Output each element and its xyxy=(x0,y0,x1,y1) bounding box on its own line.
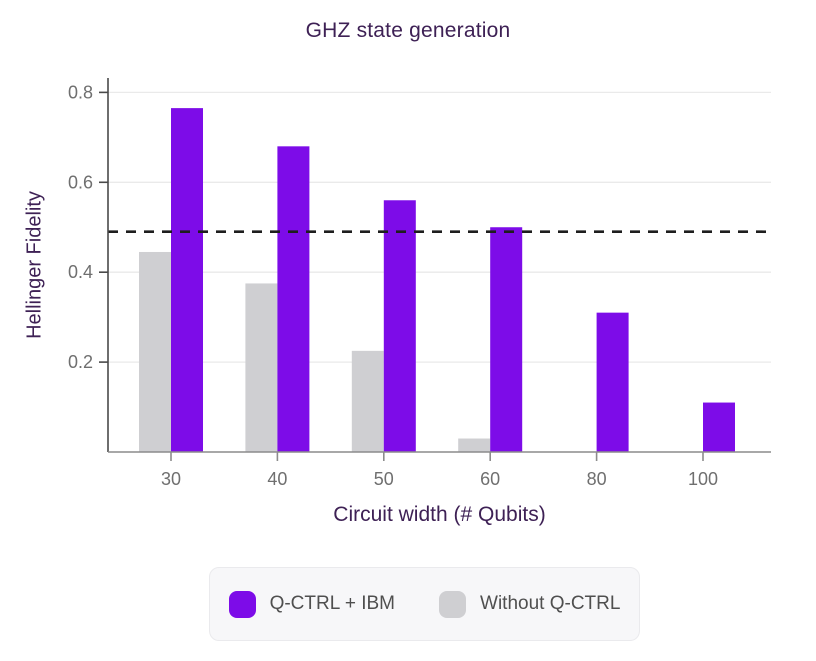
bar-without-qctrl-50 xyxy=(351,350,384,452)
legend-label-without-qctrl: Without Q-CTRL xyxy=(480,593,621,614)
bar-qctrl-ibm-40 xyxy=(277,146,310,453)
legend-item-qctrl-ibm: Q-CTRL + IBM xyxy=(228,590,396,618)
y-tick-label-0.6: 0.6 xyxy=(68,172,93,192)
bar-qctrl-ibm-50 xyxy=(383,200,416,452)
bar-without-qctrl-30 xyxy=(139,251,171,452)
x-tick-label-60: 60 xyxy=(480,469,500,489)
y-tick-label-0.2: 0.2 xyxy=(68,352,93,372)
y-tick-label-0.4: 0.4 xyxy=(68,262,93,282)
y-tick-label-0.8: 0.8 xyxy=(68,82,93,102)
x-axis-title: Circuit width (# Qubits) xyxy=(333,503,546,526)
legend-swatch-without-qctrl-icon xyxy=(439,590,467,618)
bar-qctrl-ibm-60 xyxy=(490,227,523,452)
x-tick-label-30: 30 xyxy=(161,469,181,489)
x-tick-label-100: 100 xyxy=(688,469,718,489)
legend: Q-CTRL + IBM Without Q-CTRL xyxy=(209,567,640,641)
bar-without-qctrl-60 xyxy=(458,438,491,452)
legend-swatch-qctrl-ibm-icon xyxy=(228,590,256,618)
bar-without-qctrl-40 xyxy=(245,283,278,452)
bar-qctrl-ibm-80 xyxy=(596,312,629,452)
x-tick-label-40: 40 xyxy=(267,469,287,489)
bar-qctrl-ibm-30 xyxy=(171,108,203,452)
bar-qctrl-ibm-100 xyxy=(703,402,735,452)
legend-label-qctrl-ibm: Q-CTRL + IBM xyxy=(269,593,396,614)
x-tick-label-50: 50 xyxy=(374,469,394,489)
chart-title: GHZ state generation xyxy=(305,19,511,42)
x-tick-label-80: 80 xyxy=(587,469,607,489)
legend-item-without-qctrl: Without Q-CTRL xyxy=(439,590,621,618)
